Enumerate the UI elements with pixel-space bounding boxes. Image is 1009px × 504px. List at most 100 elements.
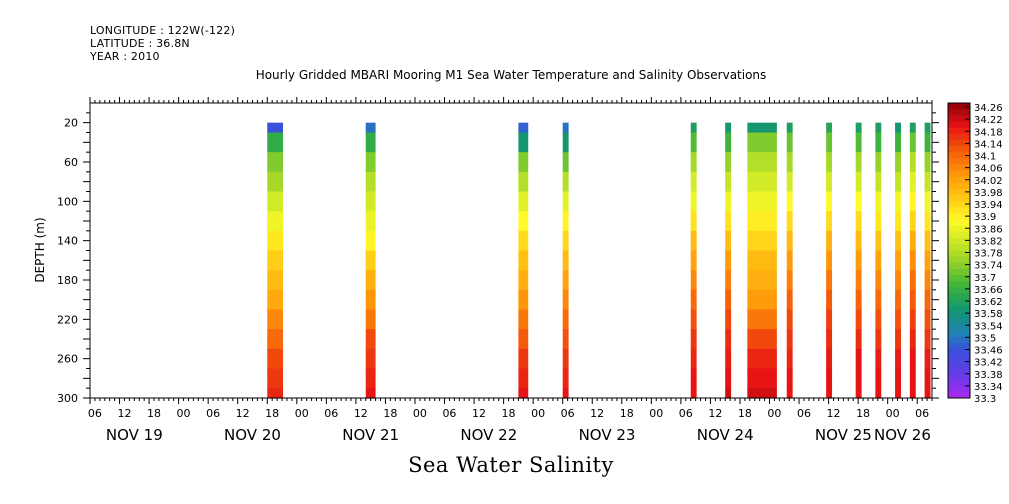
salinity-column (826, 122, 833, 399)
salinity-cell (725, 329, 732, 350)
salinity-cell (518, 368, 529, 389)
x-hour-label: 00 (531, 407, 545, 420)
colorbar-label: 33.66 (974, 285, 1003, 296)
salinity-cell (518, 191, 529, 212)
salinity-cell (690, 211, 697, 232)
salinity-cell (725, 191, 732, 212)
colorbar-label: 33.34 (974, 382, 1003, 393)
salinity-cell (267, 368, 284, 389)
salinity-cell (747, 329, 777, 350)
salinity-cell (518, 329, 529, 350)
salinity-cell (365, 388, 376, 399)
colorbar-band (948, 103, 970, 110)
salinity-cell (725, 132, 732, 153)
salinity-cell (518, 230, 529, 252)
x-hour-label: 12 (117, 407, 131, 420)
salinity-cell (518, 388, 529, 399)
salinity-cell (786, 309, 793, 330)
salinity-cell (909, 348, 916, 370)
y-tick-label: 180 (57, 274, 78, 287)
colorbar-label: 33.78 (974, 249, 1003, 260)
salinity-cell (909, 122, 916, 134)
colorbar-band (948, 127, 970, 135)
y-tick-label: 300 (57, 392, 78, 405)
salinity-cell (855, 152, 862, 173)
salinity-cell (267, 329, 284, 350)
colorbar-band (948, 275, 970, 282)
salinity-cell (826, 388, 833, 399)
salinity-cell (562, 270, 569, 291)
salinity-cell (895, 132, 901, 153)
salinity-column (747, 122, 777, 399)
salinity-cell (909, 171, 916, 193)
colorbar-label: 33.58 (974, 309, 1003, 320)
colorbar-label: 33.42 (974, 358, 1003, 369)
salinity-cell (924, 309, 931, 330)
salinity-cell (826, 250, 833, 271)
salinity-cell (895, 250, 901, 271)
colorbar-band (948, 299, 970, 307)
salinity-cell (562, 132, 569, 153)
salinity-cell (747, 230, 777, 252)
salinity-cell (875, 191, 882, 212)
salinity-cell (747, 171, 777, 193)
colorbar-band (948, 318, 970, 325)
colorbar-band (948, 158, 970, 165)
salinity-cell (909, 270, 916, 291)
salinity-cell (786, 171, 793, 193)
salinity-cell (924, 368, 931, 389)
x-hour-label: 06 (561, 407, 575, 420)
salinity-cell (855, 368, 862, 389)
salinity-column (875, 122, 882, 399)
salinity-cell (855, 191, 862, 212)
colorbar-band (948, 146, 970, 153)
y-tick-label: 20 (64, 117, 78, 130)
salinity-cell (924, 211, 931, 232)
colorbar: 34.2634.2234.1834.1434.134.0634.0233.983… (947, 102, 1003, 405)
colorbar-label: 34.18 (974, 127, 1003, 138)
salinity-cell (690, 348, 697, 370)
salinity-cell (895, 211, 901, 232)
salinity-cell (562, 152, 569, 173)
salinity-cell (267, 122, 284, 134)
salinity-cell (518, 152, 529, 173)
salinity-cell (562, 289, 569, 311)
x-day-label: NOV 24 (697, 426, 754, 444)
colorbar-band (948, 213, 970, 221)
x-hour-label: 18 (620, 407, 634, 420)
salinity-cell (365, 230, 376, 252)
salinity-cell (826, 348, 833, 370)
salinity-cell (786, 152, 793, 173)
salinity-column (267, 122, 284, 399)
salinity-cell (855, 348, 862, 370)
salinity-cell (747, 289, 777, 311)
salinity-cell (826, 230, 833, 252)
salinity-cell (895, 289, 901, 311)
x-day-label: NOV 21 (342, 426, 399, 444)
salinity-cell (875, 348, 882, 370)
salinity-cell (690, 329, 697, 350)
salinity-cell (895, 230, 901, 252)
salinity-cell (826, 329, 833, 350)
salinity-cell (909, 309, 916, 330)
colorbar-label: 34.1 (974, 152, 996, 163)
salinity-cell (267, 171, 284, 193)
salinity-cell (826, 270, 833, 291)
salinity-cell (562, 230, 569, 252)
colorbar-band (948, 311, 970, 319)
salinity-cell (365, 348, 376, 370)
colorbar-band (948, 262, 970, 270)
colorbar-label: 34.02 (974, 176, 1003, 187)
y-tick-label: 100 (57, 195, 78, 208)
salinity-cell (518, 122, 529, 134)
colorbar-band (948, 121, 970, 129)
salinity-cell (786, 211, 793, 232)
salinity-columns (267, 122, 931, 399)
colorbar-label: 33.86 (974, 224, 1003, 235)
salinity-cell (747, 191, 777, 212)
salinity-cell (826, 122, 833, 134)
salinity-cell (562, 388, 569, 399)
salinity-cell (518, 309, 529, 330)
x-hour-label: 12 (472, 407, 486, 420)
